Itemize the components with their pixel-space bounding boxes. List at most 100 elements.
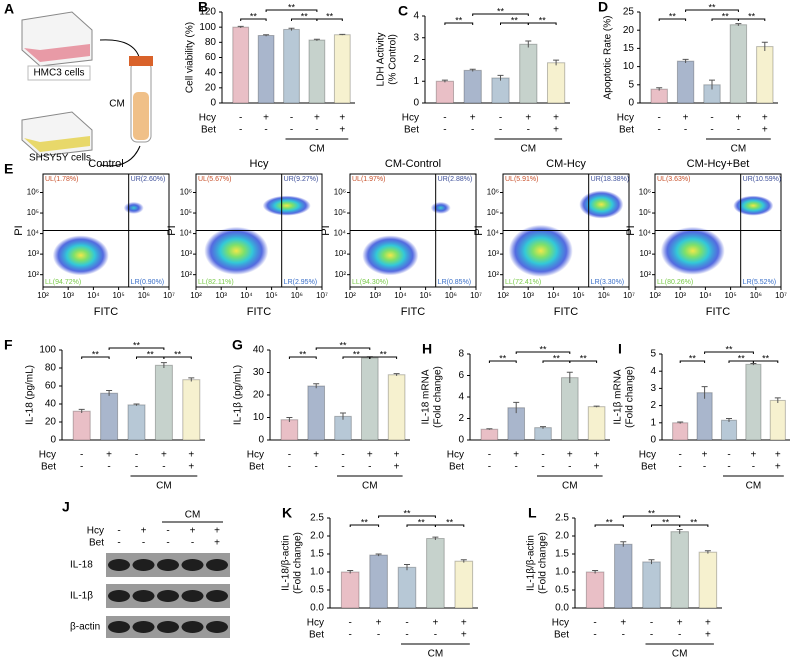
condition-sign: - <box>727 450 730 461</box>
bar <box>480 428 499 441</box>
bar <box>729 24 748 104</box>
condition-name: Hcy <box>199 113 216 124</box>
cm-label: CM <box>109 99 125 110</box>
condition-sign: - <box>166 526 169 537</box>
significance-label: ** <box>708 2 716 12</box>
y-tick-label: 0 <box>50 435 56 446</box>
error-bar <box>441 79 448 83</box>
y-axis-label: (Fold change) <box>433 366 444 428</box>
condition-sign: + <box>513 450 519 461</box>
significance-label: ** <box>380 349 388 359</box>
cell-label: HMC3 cells <box>33 68 84 79</box>
condition-sign: - <box>515 462 518 473</box>
flow-title: Control <box>88 158 123 170</box>
bar <box>614 543 633 609</box>
y-tick-label: 10³ <box>487 249 499 258</box>
y-tick-label: 10⁶ <box>639 188 651 197</box>
condition-name: Hcy <box>639 450 656 461</box>
condition-sign: + <box>339 113 345 124</box>
error-bar <box>592 570 599 574</box>
condition-sign: - <box>710 113 713 124</box>
condition-sign: - <box>117 538 120 549</box>
bar <box>519 43 538 104</box>
significance-bracket <box>240 18 267 21</box>
significance-label: ** <box>606 517 614 527</box>
quadrant-label: UR(10.59%) <box>743 176 782 183</box>
y-tick-label: 4 <box>650 366 656 377</box>
error-bar <box>160 362 167 368</box>
quadrant-label: LL(80.26%) <box>657 279 693 286</box>
error-bar <box>288 27 295 31</box>
y-tick-label: 20 <box>45 417 57 428</box>
y-tick-label: 10⁴ <box>334 229 347 238</box>
y-tick-label: 2.5 <box>310 513 324 524</box>
condition-sign: - <box>752 462 755 473</box>
panel-letter: A <box>4 1 14 17</box>
y-tick-label: 2 <box>650 400 656 411</box>
bar <box>491 77 510 104</box>
error-bar <box>313 38 320 41</box>
condition-sign: + <box>775 450 781 461</box>
condition-name: Bet <box>41 462 56 473</box>
condition-sign: - <box>142 538 145 549</box>
error-bar <box>750 362 757 366</box>
y-axis-label: (Fold change) <box>625 366 636 428</box>
y-tick-label: 40 <box>205 67 217 78</box>
significance-label: ** <box>748 11 756 21</box>
y-tick-label: 0 <box>458 435 464 446</box>
condition-sign: - <box>471 125 474 136</box>
significance-label: ** <box>92 349 100 359</box>
bar <box>72 410 91 441</box>
condition-name: Bet <box>89 538 104 549</box>
y-axis-label: IL-1β (pg/mL) <box>233 365 244 425</box>
significance-label: ** <box>539 344 547 354</box>
condition-sign: - <box>377 630 380 641</box>
significance-bracket <box>737 18 766 21</box>
panel-letter: H <box>422 341 432 357</box>
quadrant-label: LL(72.41%) <box>505 279 541 286</box>
significance-label: ** <box>539 15 547 25</box>
x-tick-label: 10⁵ <box>112 291 124 300</box>
y-tick-label: 0.0 <box>555 603 569 614</box>
flow-title: CM-Hcy <box>546 158 586 170</box>
error-bar <box>404 563 410 571</box>
condition-sign: - <box>593 630 596 641</box>
condition-sign: + <box>470 113 476 124</box>
significance-label: ** <box>174 349 182 359</box>
bar <box>546 62 566 104</box>
y-tick-label: 0.5 <box>555 585 569 596</box>
bar <box>642 561 661 609</box>
error-bar <box>313 383 320 389</box>
condition-sign: - <box>527 125 530 136</box>
condition-sign: + <box>762 125 768 136</box>
event-cloud <box>362 235 419 276</box>
x-tick-label: 10⁴ <box>240 291 253 300</box>
significance-bracket <box>685 9 739 12</box>
significance-label: ** <box>301 11 309 21</box>
y-tick-label: 80 <box>205 37 217 48</box>
bar <box>426 538 445 609</box>
condition-sign: + <box>367 450 373 461</box>
tube-medium <box>133 92 149 140</box>
condition-sign: - <box>315 125 318 136</box>
condition-sign: + <box>263 113 269 124</box>
bar <box>756 46 774 104</box>
significance-bracket <box>622 515 681 518</box>
y-tick-label: 0 <box>258 435 264 446</box>
error-bar <box>513 401 520 414</box>
condition-sign: + <box>106 450 112 461</box>
x-tick-label: 10⁵ <box>724 291 736 300</box>
significance-bracket <box>315 347 371 350</box>
x-tick-label: 10³ <box>369 291 381 300</box>
significance-label: ** <box>690 517 698 527</box>
y-tick-label: 0 <box>413 98 419 109</box>
significance-bracket <box>679 524 709 527</box>
panel-letter: B <box>198 0 208 15</box>
y-axis-label: IL-18 mRNA <box>421 369 432 424</box>
condition-sign: + <box>702 450 708 461</box>
y-tick-label: 100 <box>39 345 56 356</box>
x-tick-label: 10² <box>649 291 661 300</box>
blot-band <box>132 621 155 633</box>
y-tick-label: 2.0 <box>310 531 324 542</box>
